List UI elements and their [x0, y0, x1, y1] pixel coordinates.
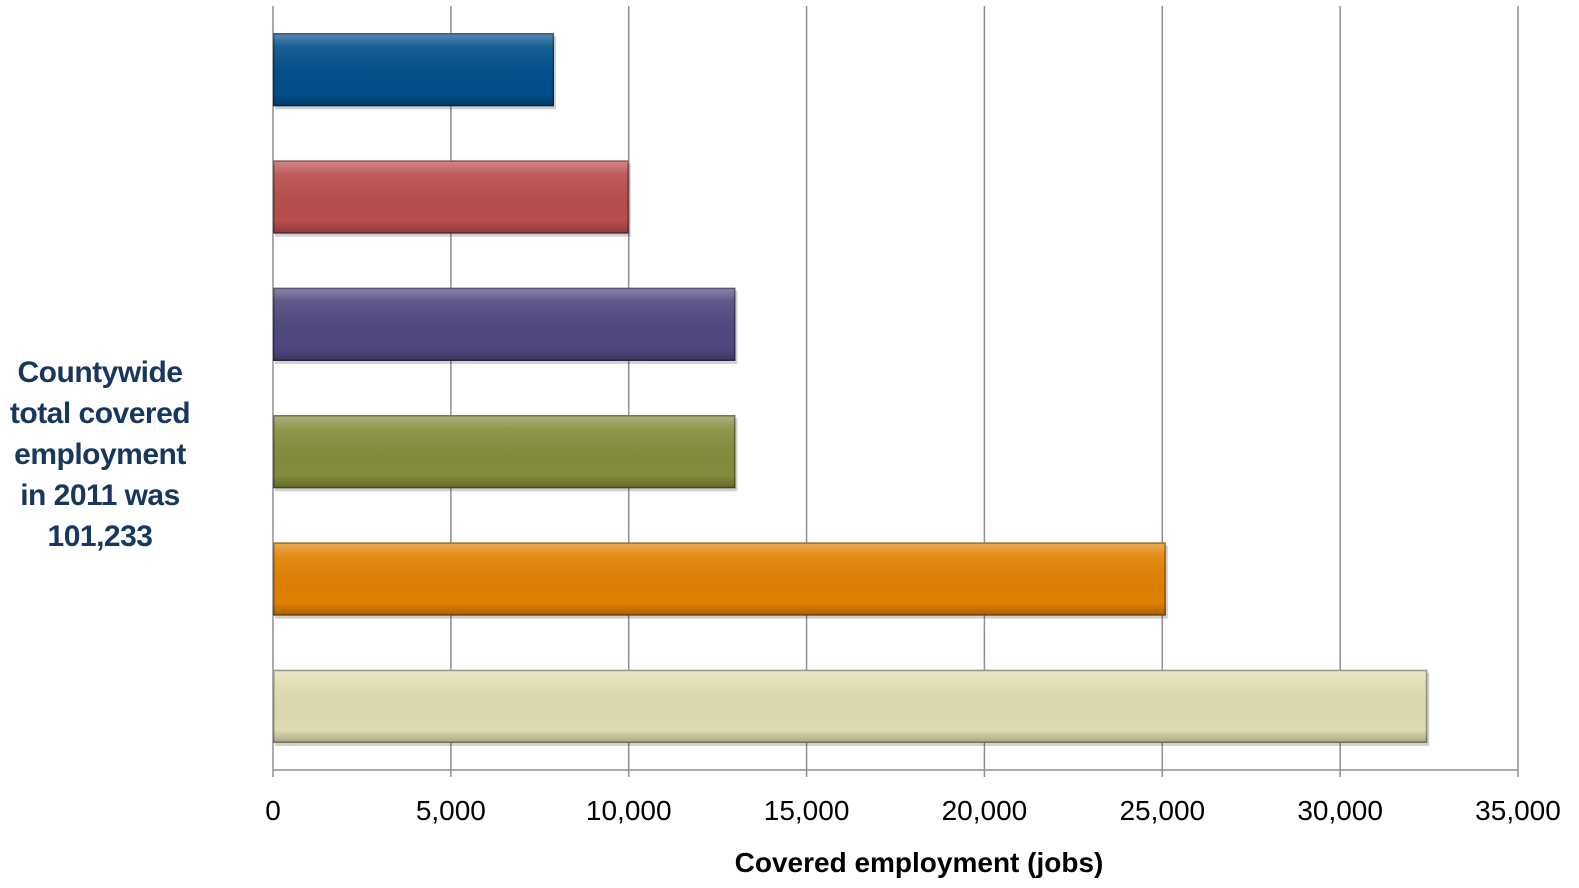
- bar-bevel: [273, 415, 736, 489]
- bar: [273, 33, 557, 110]
- note-line: total covered: [9, 397, 191, 430]
- gridlines: [272, 6, 1519, 770]
- x-tick-label: 10,000: [586, 795, 672, 826]
- x-axis: 0 5,000 10,000 15,000 20,000 25,000 30,000 35,0…: [265, 769, 1561, 826]
- note-line: in 2011 was: [20, 479, 180, 512]
- bar-outline: [273, 33, 555, 107]
- bar: [273, 287, 738, 364]
- note-line: employment: [14, 438, 186, 471]
- x-tick-label: 15,000: [764, 795, 850, 826]
- x-tick-label: 5,000: [416, 795, 486, 826]
- bar-bevel: [273, 160, 629, 234]
- bar-bevel: [273, 669, 1428, 743]
- x-tick-label: 35,000: [1475, 795, 1561, 826]
- countywide-note: Countywide total covered employment in 2…: [0, 352, 200, 557]
- x-tick-label: 0: [265, 795, 281, 826]
- x-tick-label: 25,000: [1119, 795, 1205, 826]
- bar-outline: [273, 415, 736, 489]
- x-tick-label: 30,000: [1297, 795, 1383, 826]
- bar: [273, 542, 1168, 619]
- bar-outline: [273, 287, 736, 361]
- bar-outline: [273, 542, 1166, 616]
- note-line: Countywide: [17, 356, 184, 389]
- x-tick-label: 20,000: [942, 795, 1028, 826]
- note-line: 101,233: [47, 520, 153, 553]
- bar-outline: [273, 669, 1428, 743]
- x-axis-title: Covered employment (jobs): [735, 847, 1104, 878]
- bar: [273, 669, 1430, 746]
- bar-bevel: [273, 542, 1166, 616]
- bar-bevel: [273, 287, 736, 361]
- bar-bevel: [273, 33, 555, 107]
- bar-outline: [273, 160, 629, 234]
- bars: [273, 33, 1430, 746]
- bar: [273, 160, 631, 237]
- bar: [273, 415, 738, 492]
